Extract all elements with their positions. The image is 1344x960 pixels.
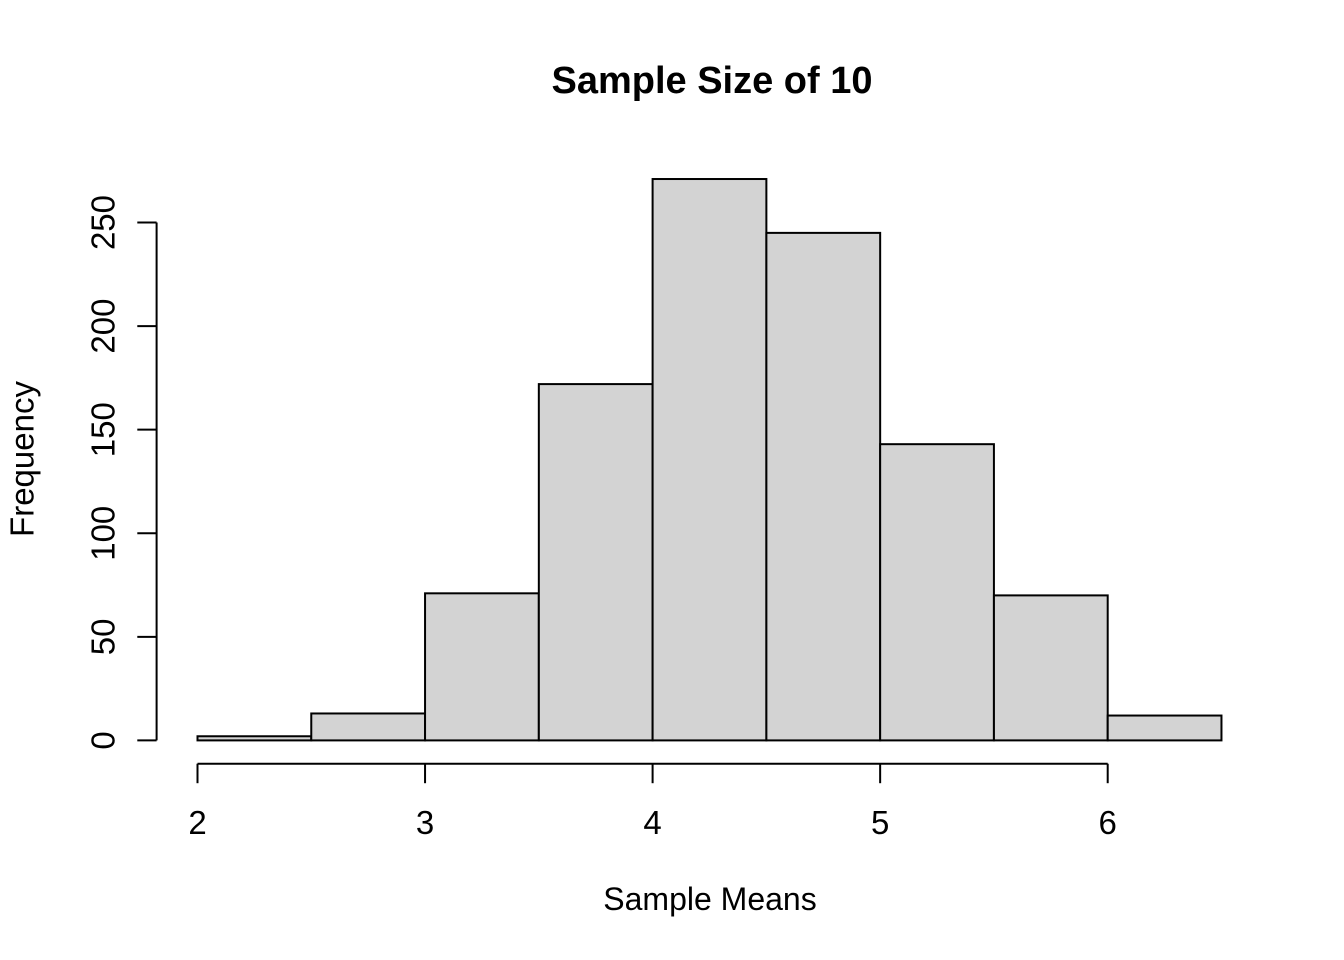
svg-text:100: 100 <box>85 506 122 561</box>
svg-text:200: 200 <box>85 299 122 354</box>
svg-text:3: 3 <box>416 804 434 841</box>
svg-text:4: 4 <box>643 804 661 841</box>
svg-text:2: 2 <box>188 804 206 841</box>
svg-text:150: 150 <box>85 402 122 457</box>
svg-text:Sample Size of 10: Sample Size of 10 <box>551 60 872 102</box>
svg-text:0: 0 <box>85 731 122 749</box>
svg-text:5: 5 <box>871 804 889 841</box>
svg-text:Frequency: Frequency <box>4 381 41 537</box>
svg-text:6: 6 <box>1099 804 1117 841</box>
svg-text:Sample Means: Sample Means <box>603 881 816 917</box>
svg-text:50: 50 <box>85 618 122 655</box>
svg-text:250: 250 <box>85 195 122 250</box>
